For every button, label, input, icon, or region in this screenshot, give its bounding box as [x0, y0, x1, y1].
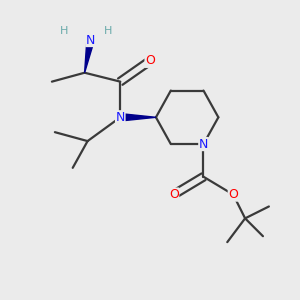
Text: O: O: [228, 188, 238, 201]
Text: N: N: [116, 111, 125, 124]
Text: H: H: [104, 26, 112, 36]
Polygon shape: [85, 39, 94, 73]
Text: N: N: [86, 34, 95, 46]
Text: O: O: [145, 54, 155, 67]
Text: N: N: [199, 138, 208, 151]
Text: O: O: [169, 188, 179, 201]
Polygon shape: [120, 114, 156, 121]
Text: H: H: [60, 26, 68, 36]
